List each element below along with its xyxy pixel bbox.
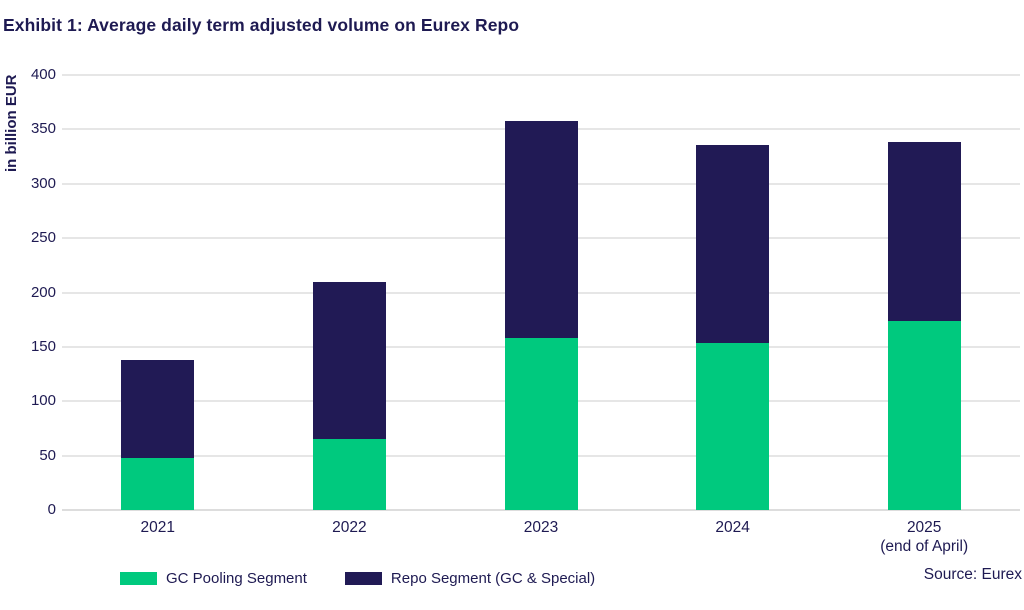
- x-axis-category-label-2023: 2023: [445, 518, 637, 537]
- source-attribution: Source: Eurex: [923, 566, 1022, 583]
- bar-segment-repo-2021: [121, 359, 195, 458]
- y-axis-tick-label-400: 400: [30, 66, 56, 83]
- x-axis-category-label-2024: 2024: [637, 518, 829, 537]
- bar-2025: [887, 142, 961, 510]
- legend-swatch-navy: [344, 572, 382, 585]
- legend-label: GC Pooling Segment: [166, 570, 307, 587]
- x-category-text: 2022: [332, 519, 367, 536]
- legend-item-gc-pooling: GC Pooling Segment: [120, 570, 307, 587]
- bar-segment-repo-2025: [887, 142, 961, 321]
- y-axis-ticks: 0 50 100 150 200 250 300 350 400: [0, 66, 56, 518]
- y-axis-tick-label-350: 350: [30, 120, 56, 138]
- y-axis-tick-label-250: 250: [30, 229, 56, 247]
- bar-2023: [504, 120, 578, 510]
- bar-segment-gc-pooling-2022: [312, 439, 386, 510]
- y-axis-tick-label-50: 50: [39, 446, 56, 464]
- x-category-text: 2021: [140, 519, 176, 536]
- y-axis-tick-label-100: 100: [30, 392, 56, 410]
- x-category-text: 2025: [906, 519, 942, 536]
- chart-title: Exhibit 1: Average daily term adjusted v…: [3, 15, 520, 35]
- bar-2022: [312, 281, 386, 510]
- x-category-text: 2024: [715, 519, 750, 536]
- bar-2021: [121, 359, 195, 510]
- bar-segment-gc-pooling-2023: [504, 338, 578, 510]
- gridline-400: [62, 74, 1020, 77]
- plot-area: [62, 74, 1020, 511]
- legend-swatch-green: [120, 572, 157, 585]
- y-axis-tick-label-150: 150: [30, 337, 56, 355]
- y-axis-tick-label-0: 0: [47, 501, 56, 518]
- y-axis-tick-label-300: 300: [30, 174, 56, 192]
- gridline-0: [62, 509, 1020, 511]
- bar-segment-gc-pooling-2025: [887, 320, 961, 510]
- bar-segment-repo-2022: [312, 281, 386, 440]
- legend-item-repo-segment: Repo Segment (GC & Special): [344, 570, 596, 587]
- x-axis-category-label-2022: 2022: [254, 518, 446, 537]
- x-category-subtext: (end of April): [880, 538, 969, 555]
- bar-segment-repo-2024: [696, 144, 770, 343]
- y-axis-tick-label-200: 200: [30, 283, 56, 301]
- legend-label: Repo Segment (GC & Special): [390, 570, 596, 587]
- bar-segment-repo-2023: [504, 120, 578, 339]
- legend: GC Pooling Segment Repo Segment (GC & Sp…: [120, 570, 595, 587]
- bar-segment-gc-pooling-2024: [696, 342, 770, 510]
- x-axis-category-label-2025: 2025 (end of April): [828, 518, 1020, 556]
- x-category-text: 2023: [523, 519, 559, 536]
- bar-segment-gc-pooling-2021: [121, 457, 195, 510]
- bar-2024: [696, 144, 770, 510]
- x-axis-category-label-2021: 2021: [62, 518, 254, 537]
